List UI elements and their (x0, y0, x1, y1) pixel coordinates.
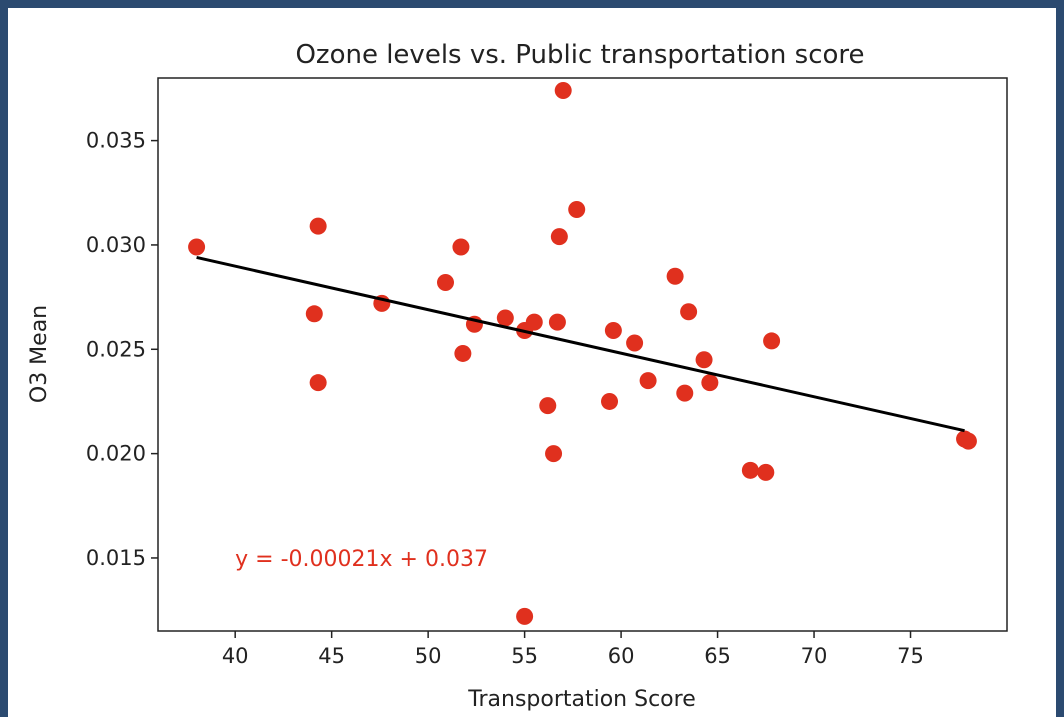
regression-line (196, 256, 965, 433)
x-tick-label: 40 (222, 644, 249, 668)
data-point (554, 82, 572, 100)
data-point (452, 238, 470, 256)
data-point (496, 309, 514, 327)
y-tick-label: 0.020 (86, 442, 146, 466)
scatter-chart: Ozone levels vs. Public transportation s… (27, 40, 1008, 712)
x-axis: 40 45 50 55 60 65 70 75 (222, 631, 924, 668)
data-point (516, 607, 534, 625)
data-point (741, 461, 759, 479)
data-point (757, 463, 775, 481)
figure-frame: Ozone levels vs. Public transportation s… (8, 8, 1056, 717)
data-point (454, 344, 472, 362)
data-point (309, 217, 327, 235)
data-point (601, 392, 619, 410)
data-point (545, 445, 563, 463)
data-point (676, 384, 694, 402)
data-point (626, 334, 644, 352)
data-point (959, 432, 977, 450)
x-tick-label: 75 (897, 644, 924, 668)
data-point (666, 267, 684, 285)
data-point (763, 332, 781, 350)
x-tick-label: 60 (608, 644, 635, 668)
x-axis-label: Transportation Score (467, 687, 695, 712)
chart-title: Ozone levels vs. Public transportation s… (295, 40, 864, 70)
data-point (680, 303, 698, 321)
data-point (525, 313, 543, 331)
x-tick-label: 65 (704, 644, 731, 668)
y-axis-label: O3 Mean (27, 305, 52, 403)
y-tick-label: 0.015 (86, 546, 146, 570)
x-tick-label: 45 (318, 644, 345, 668)
data-point (695, 351, 713, 369)
y-tick-label: 0.035 (86, 129, 146, 153)
data-point (568, 200, 586, 218)
y-tick-label: 0.025 (86, 337, 146, 361)
data-point (639, 372, 657, 390)
y-tick-label: 0.030 (86, 233, 146, 257)
y-axis: 0.015 0.020 0.025 0.030 0.035 (86, 129, 158, 570)
x-tick-label: 50 (415, 644, 442, 668)
data-point (437, 274, 455, 292)
data-point (305, 305, 323, 323)
data-point (550, 228, 568, 246)
x-tick-label: 70 (801, 644, 828, 668)
plot-area (157, 77, 1008, 632)
data-point (309, 374, 327, 392)
data-point (548, 313, 566, 331)
x-tick-label: 55 (511, 644, 538, 668)
data-point (539, 397, 557, 415)
data-point (604, 322, 622, 340)
data-point (188, 238, 206, 256)
data-point (701, 374, 719, 392)
regression-equation: y = -0.00021x + 0.037 (235, 547, 488, 572)
